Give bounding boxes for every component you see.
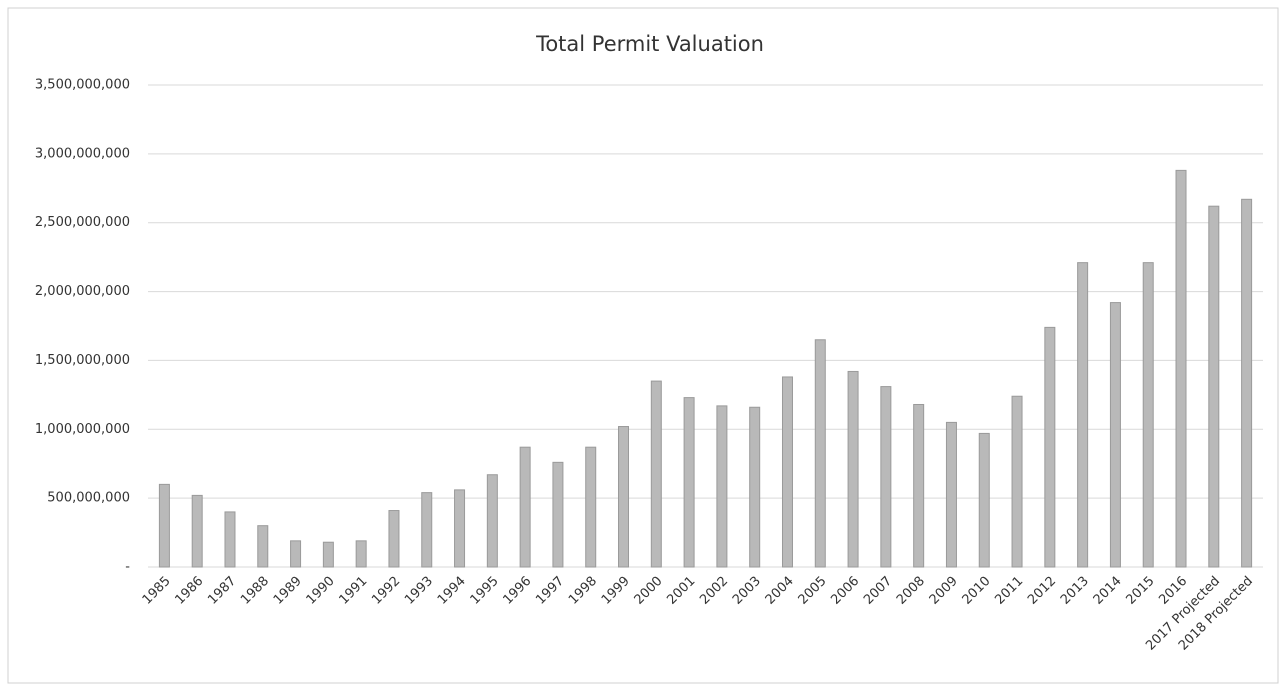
bar: [945, 421, 957, 568]
bar: [552, 461, 564, 568]
x-tick-label: 2009: [927, 574, 961, 608]
x-tick-label: 1997: [533, 574, 567, 608]
y-tick-label: 500,000,000: [47, 491, 130, 506]
bar: [683, 397, 695, 568]
x-tick-label: 2013: [1058, 574, 1092, 608]
bar: [978, 432, 990, 568]
x-tick-label: 1987: [205, 574, 239, 608]
bar: [191, 494, 203, 568]
x-tick-label: 2010: [960, 574, 994, 608]
x-tick-label: 2003: [730, 574, 764, 608]
chart-border: [7, 7, 1279, 684]
bar: [421, 492, 433, 568]
x-tick-label: 1994: [435, 574, 469, 608]
x-tick-label: 2014: [1091, 574, 1125, 608]
bar: [257, 525, 269, 568]
y-tick-label: 1,500,000,000: [35, 353, 130, 368]
x-tick-label: 1986: [172, 574, 206, 608]
bar: [454, 489, 466, 568]
bar: [519, 446, 531, 568]
x-tick-label: 2000: [632, 574, 666, 608]
y-tick-label: 2,000,000,000: [35, 284, 130, 299]
y-tick-label: 2,500,000,000: [35, 215, 130, 230]
bar: [224, 511, 236, 568]
y-tick-label: 1,000,000,000: [35, 422, 130, 437]
x-tick-label: 2008: [894, 574, 928, 608]
x-tick-label: 2001: [664, 574, 698, 608]
y-tick-label: 3,000,000,000: [35, 146, 130, 161]
y-tick-label: -: [125, 560, 130, 575]
bar: [355, 540, 367, 568]
bar: [322, 541, 334, 568]
x-tick-label: 2004: [763, 574, 797, 608]
x-tick-label: 1989: [271, 574, 305, 608]
bar: [749, 406, 761, 568]
x-tick-label: 1993: [402, 574, 436, 608]
bar: [486, 474, 498, 568]
x-tick-label: 2011: [992, 574, 1026, 608]
bar: [880, 386, 892, 568]
bar: [913, 403, 925, 568]
x-tick-label: 2015: [1124, 574, 1158, 608]
bar: [847, 370, 859, 568]
bar: [781, 376, 793, 568]
x-tick-label: 1996: [500, 574, 534, 608]
x-tick-label: 1988: [238, 574, 272, 608]
x-tick-label: 2002: [697, 574, 731, 608]
bar: [716, 405, 728, 568]
y-tick-label: 3,500,000,000: [35, 78, 130, 93]
x-tick-label: 1998: [566, 574, 600, 608]
bar: [1142, 262, 1154, 568]
x-tick-label: 1995: [468, 574, 502, 608]
x-tick-label: 2005: [796, 574, 830, 608]
bar: [1011, 395, 1023, 568]
x-tick-label: 1991: [336, 574, 370, 608]
bar: [1044, 326, 1056, 568]
bar: [650, 380, 662, 568]
bar: [1077, 262, 1089, 568]
x-tick-label: 1990: [304, 574, 338, 608]
x-tick-label: 2007: [861, 574, 895, 608]
x-tick-label: 2012: [1025, 574, 1059, 608]
bar: [290, 540, 302, 568]
bar: [618, 426, 630, 568]
bar: [1109, 302, 1121, 568]
bar: [585, 446, 597, 568]
bar: [1241, 198, 1253, 568]
bar: [158, 483, 170, 568]
bar: [388, 510, 400, 568]
chart-title: Total Permit Valuation: [535, 32, 764, 56]
x-tick-label: 2006: [828, 574, 862, 608]
x-tick-label: 1999: [599, 574, 633, 608]
bar: [1175, 169, 1187, 568]
bar: [1208, 205, 1220, 568]
x-tick-label: 1985: [140, 574, 174, 608]
x-tick-label: 1992: [369, 574, 403, 608]
bar: [814, 339, 826, 568]
